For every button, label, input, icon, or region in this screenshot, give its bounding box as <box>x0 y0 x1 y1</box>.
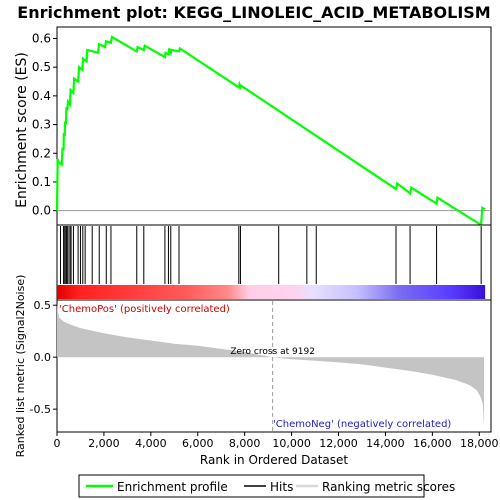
legend-hits-label: Hits <box>270 480 293 494</box>
metric-y-tick-label: 0.5 <box>34 299 52 312</box>
es-y-tick-label: 0.2 <box>32 146 51 160</box>
es-y-tick-label: 0.4 <box>32 89 51 103</box>
es-y-axis-label: Enrichment score (ES) <box>14 52 30 208</box>
negative-correlation-label: 'ChemoNeg' (negatively correlated) <box>273 419 451 430</box>
metric-x-tick-label: 6,000 <box>182 437 214 450</box>
metric-x-tick-label: 12,000 <box>319 437 358 450</box>
metric-x-tick-label: 18,000 <box>460 437 499 450</box>
zero-cross-label: Zero cross at 9192 <box>230 347 315 357</box>
enrichment-profile-line <box>55 35 486 227</box>
metric-x-tick-label: 8,000 <box>229 437 261 450</box>
es-y-axis: 0.0 0.1 0.2 0.3 0.4 0.5 0.6 <box>32 31 57 218</box>
es-y-tick-label: 0.3 <box>32 118 51 132</box>
metric-x-tick-label: 10,000 <box>272 437 311 450</box>
metric-y-tick-label: 0.0 <box>34 351 52 364</box>
es-y-tick-label: 0.6 <box>32 31 51 45</box>
ranking-metric-area <box>57 303 484 427</box>
chart-title: Enrichment plot: KEGG_LINOLEIC_ACID_META… <box>17 3 490 22</box>
legend-ranking-metric-label: Ranking metric scores <box>322 480 455 494</box>
legend-enrichment-profile-label: Enrichment profile <box>117 480 228 494</box>
hits-markers <box>60 226 482 284</box>
metric-y-axis: 0.5 0.0 -0.5 <box>30 299 57 416</box>
es-y-tick-label: 0.1 <box>32 175 51 189</box>
es-panel-frame <box>56 26 492 226</box>
metric-x-tick-label: 16,000 <box>413 437 452 450</box>
positive-correlation-label: 'ChemoPos' (positively correlated) <box>59 304 230 315</box>
metric-x-axis: 0 2,000 4,000 6,000 8,000 10,000 12,000 14,000 1… <box>54 432 499 450</box>
es-y-tick-label: 0.0 <box>32 204 51 218</box>
metric-y-axis-label: Ranked list metric (Signal2Noise) <box>14 275 27 458</box>
metric-x-tick-label: 14,000 <box>366 437 405 450</box>
metric-x-tick-label: 0 <box>54 437 61 450</box>
rank-color-bar <box>57 285 486 299</box>
es-y-tick-label: 0.5 <box>32 60 51 74</box>
metric-x-tick-label: 4,000 <box>135 437 167 450</box>
metric-x-axis-label: Rank in Ordered Dataset <box>200 453 348 467</box>
metric-x-tick-label: 2,000 <box>88 437 120 450</box>
metric-y-tick-label: -0.5 <box>30 403 51 416</box>
